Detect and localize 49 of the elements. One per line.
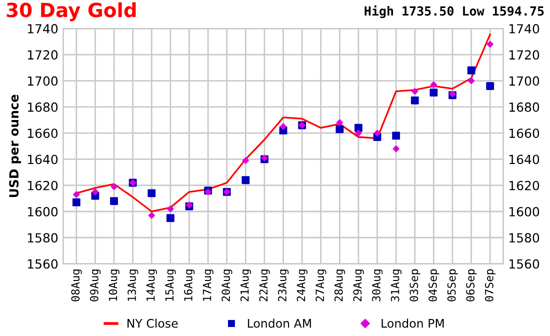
legend-label: NY Close bbox=[128, 318, 178, 328]
x-tick-label: 07Sep bbox=[484, 269, 496, 302]
y2-tick-label: 1660 bbox=[509, 128, 540, 138]
x-tick-label: 29Aug bbox=[353, 270, 364, 302]
x-tick-label: 09Aug bbox=[90, 270, 101, 302]
y2-tick-label: 1740 bbox=[509, 24, 540, 34]
y2-tick-label: 1620 bbox=[509, 180, 540, 190]
x-tick-label: 23Aug bbox=[278, 270, 289, 302]
y2-tick-label: 1600 bbox=[509, 206, 540, 216]
legend-label: London AM bbox=[248, 318, 311, 328]
x-tick-label: 24Aug bbox=[296, 270, 308, 302]
y-tick-label: 1740 bbox=[28, 24, 58, 34]
x-tick-label: 14Aug bbox=[146, 270, 158, 301]
x-tick-label: 28Aug bbox=[334, 270, 346, 302]
y-tick-label: 1620 bbox=[28, 180, 58, 190]
x-tick-label: 16Aug bbox=[184, 270, 195, 301]
x-tick-label: 31Aug bbox=[390, 270, 402, 302]
legend-label: London PM bbox=[382, 318, 444, 328]
x-tick-label: 03Sep bbox=[410, 269, 420, 302]
x-tick-label: 05Sep bbox=[447, 269, 458, 302]
y-tick-label: 1640 bbox=[28, 154, 58, 164]
x-tick-label: 13Aug bbox=[128, 270, 138, 301]
y-axis-title: USD per ounce bbox=[9, 94, 22, 198]
x-tick-label: 06Sep bbox=[466, 269, 477, 302]
y2-tick-label: 1640 bbox=[509, 154, 540, 164]
y-tick-label: 1580 bbox=[28, 233, 58, 243]
y-tick-label: 1660 bbox=[28, 128, 58, 138]
x-tick-label: 04Sep bbox=[428, 269, 440, 302]
y2-tick-label: 1700 bbox=[509, 76, 540, 86]
x-tick-label: 20Aug bbox=[222, 270, 232, 302]
y-tick-label: 1680 bbox=[28, 102, 58, 112]
y-tick-label: 1600 bbox=[28, 206, 58, 216]
chart-subtitle: High 1735.50 Low 1594.75 bbox=[364, 5, 544, 18]
y2-tick-label: 1720 bbox=[509, 50, 540, 60]
x-tick-label: 22Aug bbox=[259, 270, 270, 302]
chart-title: 30 Day Gold bbox=[6, 2, 136, 22]
y2-tick-label: 1560 bbox=[509, 259, 540, 269]
y-tick-label: 1560 bbox=[28, 259, 58, 269]
x-tick-label: 17Aug bbox=[202, 270, 214, 301]
x-tick-label: 21Aug bbox=[240, 270, 252, 302]
x-tick-label: 27Aug bbox=[316, 270, 326, 302]
x-tick-label: 10Aug bbox=[108, 270, 120, 301]
y2-tick-label: 1580 bbox=[509, 233, 540, 243]
y-tick-label: 1720 bbox=[28, 50, 58, 60]
x-tick-label: 08Aug bbox=[71, 270, 82, 302]
y-tick-label: 1700 bbox=[28, 76, 58, 86]
x-tick-label: 30Aug bbox=[372, 270, 383, 302]
y2-tick-label: 1680 bbox=[509, 102, 540, 112]
x-tick-label: 15Aug bbox=[165, 270, 176, 301]
